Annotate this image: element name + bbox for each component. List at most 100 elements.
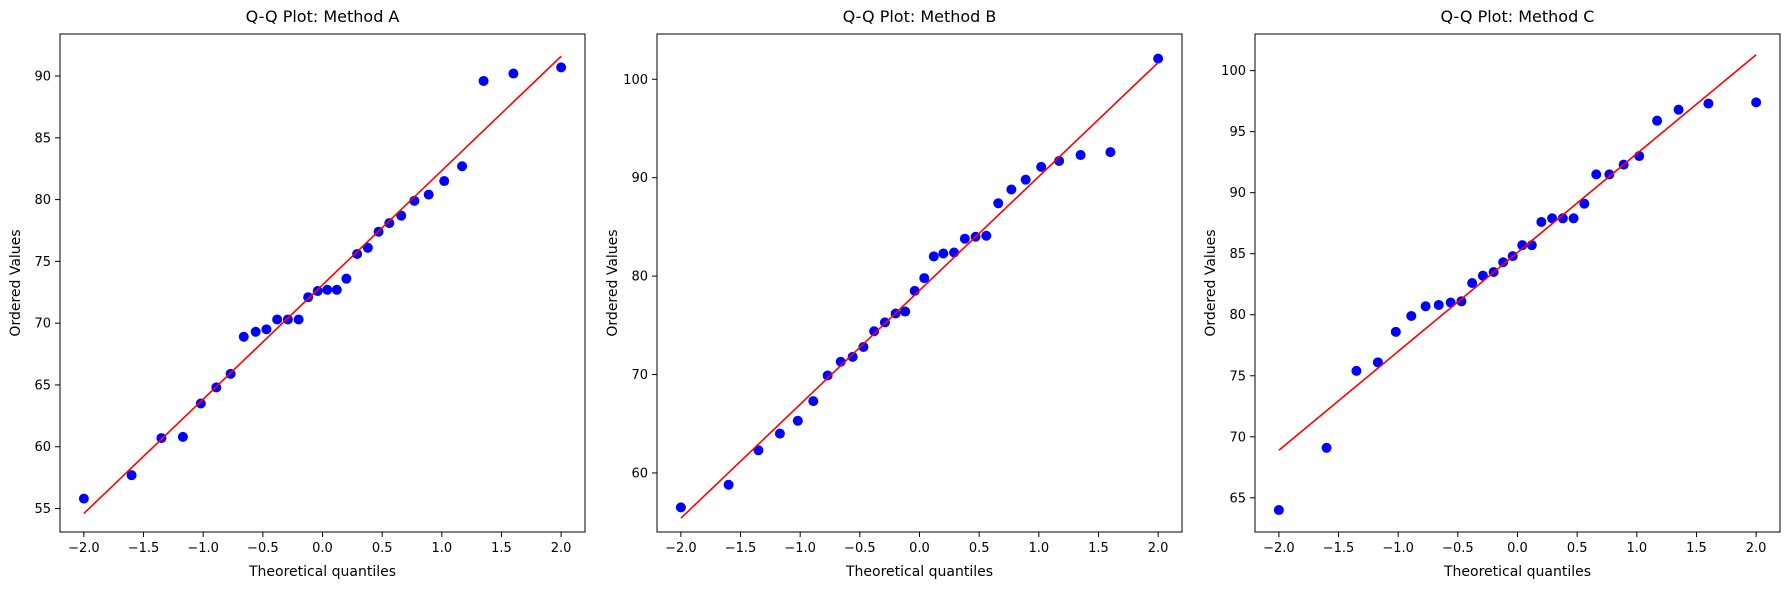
data-point [993, 198, 1004, 209]
y-tick-label: 75 [34, 255, 51, 270]
reference-line [680, 61, 1159, 519]
data-point [352, 248, 363, 259]
panel-title: Q-Q Plot: Method C [1441, 7, 1595, 26]
panel-title: Q-Q Plot: Method B [843, 7, 997, 26]
data-point [261, 324, 272, 335]
x-axis-label: Theoretical quantiles [845, 564, 993, 580]
data-point [919, 273, 930, 284]
data-point [1372, 357, 1383, 368]
data-point [384, 218, 395, 229]
y-axis-label: Ordered Values [1203, 229, 1219, 336]
data-point [177, 431, 188, 442]
x-tick-label: −2.0 [1263, 541, 1295, 556]
data-point [808, 396, 819, 407]
y-tick-label: 90 [34, 70, 51, 85]
data-point [1020, 174, 1031, 185]
data-point [1751, 97, 1762, 108]
x-tick-label: −2.0 [68, 541, 100, 556]
x-tick-label: 1.0 [1028, 541, 1049, 556]
data-point [478, 75, 489, 86]
x-tick-label: 2.0 [1746, 541, 1767, 556]
y-tick-label: 80 [34, 193, 51, 208]
reference-line [83, 55, 562, 515]
plot-area [1273, 54, 1762, 516]
axes-frame [1254, 33, 1781, 533]
panel-title: Q-Q Plot: Method A [246, 7, 400, 26]
x-tick-label: −1.0 [1382, 541, 1414, 556]
data-point [938, 248, 949, 259]
data-point [753, 445, 764, 456]
x-axis-label: Theoretical quantiles [1443, 564, 1591, 580]
y-tick-label: 60 [34, 440, 51, 455]
data-point [293, 314, 304, 325]
y-tick-label: 70 [34, 317, 51, 332]
x-tick-label: −1.5 [128, 541, 160, 556]
x-tick-label: 1.5 [491, 541, 512, 556]
x-tick-label: 0.0 [1507, 541, 1528, 556]
data-point [1321, 442, 1332, 453]
plot-area [675, 53, 1164, 519]
data-point [556, 62, 567, 73]
qq-panel-3: Q-Q Plot: Method C −2.0 −1.5 −1.0 −0.5 0.0 0.5… [1203, 7, 1781, 580]
y-tick-label: 70 [631, 368, 648, 383]
x-tick-label: −1.5 [725, 541, 757, 556]
data-point [1406, 310, 1417, 321]
y-tick-label: 80 [1229, 308, 1246, 323]
data-point [312, 286, 323, 297]
x-tick-label: −2.0 [665, 541, 697, 556]
y-tick-label: 70 [1229, 430, 1246, 445]
y-tick-label: 80 [631, 270, 648, 285]
y-tick-label: 95 [1229, 125, 1246, 140]
data-point [1445, 297, 1456, 308]
data-point [1273, 505, 1284, 516]
y-tick-label: 65 [1229, 491, 1246, 506]
data-point [457, 161, 468, 172]
x-tick-label: −0.5 [1442, 541, 1474, 556]
data-point [1526, 240, 1537, 251]
x-axis-label: Theoretical quantiles [248, 564, 396, 580]
y-axis-label: Ordered Values [605, 229, 621, 336]
data-point [858, 341, 869, 352]
x-tick-label: 0.0 [909, 541, 930, 556]
x-tick-label: 1.0 [431, 541, 452, 556]
data-point [1536, 216, 1547, 227]
x-tick-label: 2.0 [1148, 541, 1169, 556]
data-point [322, 284, 333, 295]
data-point [1579, 198, 1590, 209]
x-tick-label: 1.5 [1686, 541, 1707, 556]
y-tick-label: 85 [34, 131, 51, 146]
data-point [508, 68, 519, 79]
data-point [238, 331, 249, 342]
x-tick-label: −1.0 [187, 541, 219, 556]
data-point [723, 479, 734, 490]
x-tick-label: 0.5 [969, 541, 990, 556]
x-tick-label: −1.0 [784, 541, 816, 556]
plot-area [78, 55, 567, 515]
y-tick-label: 85 [1229, 247, 1246, 262]
data-point [1390, 326, 1401, 337]
y-tick-label: 75 [1229, 369, 1246, 384]
data-point [439, 176, 450, 187]
x-tick-label: −0.5 [247, 541, 279, 556]
x-tick-label: 0.5 [1567, 541, 1588, 556]
x-tick-label: 1.5 [1088, 541, 1109, 556]
data-point [1591, 169, 1602, 180]
data-point [1036, 161, 1047, 172]
data-point [1498, 257, 1509, 268]
data-point [1604, 169, 1615, 180]
reference-line [1278, 54, 1757, 451]
data-point [126, 470, 137, 481]
data-point [1673, 104, 1684, 115]
data-point [195, 398, 206, 409]
data-point [1006, 184, 1017, 195]
data-point [331, 284, 342, 295]
y-tick-label: 90 [1229, 186, 1246, 201]
data-point [1075, 150, 1086, 161]
x-tick-label: 1.0 [1626, 541, 1647, 556]
y-tick-label: 55 [34, 502, 51, 517]
data-point [1433, 299, 1444, 310]
data-point [250, 326, 261, 337]
data-point [822, 370, 833, 381]
data-point [675, 502, 686, 513]
